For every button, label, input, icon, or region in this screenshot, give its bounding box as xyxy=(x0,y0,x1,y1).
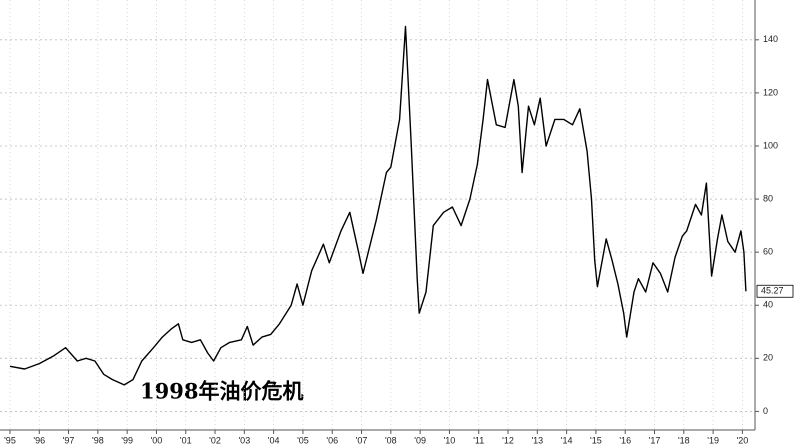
x-tick-label: '03 xyxy=(238,435,250,445)
x-tick-label: '17 xyxy=(649,435,661,445)
x-tick-label: '16 xyxy=(619,435,631,445)
x-tick-label: '12 xyxy=(502,435,514,445)
y-tick-label: 20 xyxy=(763,353,773,363)
y-tick-label: 140 xyxy=(763,34,778,44)
x-tick-label: '06 xyxy=(326,435,338,445)
y-tick-label: 100 xyxy=(763,140,778,150)
x-tick-label: '13 xyxy=(531,435,543,445)
y-tick-label: 0 xyxy=(763,406,768,416)
x-tick-label: '19 xyxy=(707,435,719,445)
x-tick-label: '96 xyxy=(33,435,45,445)
x-tick-label: '15 xyxy=(590,435,602,445)
y-tick-label: 120 xyxy=(763,87,778,97)
x-tick-label: '97 xyxy=(63,435,75,445)
last-value-label: 45.27 xyxy=(761,286,784,296)
y-tick-label: 60 xyxy=(763,247,773,257)
y-tick-label: 40 xyxy=(763,300,773,310)
x-tick-label: '20 xyxy=(737,435,749,445)
x-tick-label: '95 xyxy=(4,435,16,445)
x-tick-label: '11 xyxy=(473,435,484,445)
x-tick-label: '98 xyxy=(92,435,104,445)
price-line xyxy=(9,25,747,386)
x-tick-label: '18 xyxy=(678,435,690,445)
x-tick-label: '04 xyxy=(268,435,280,445)
last-value-box xyxy=(756,284,794,298)
x-tick-label: '01 xyxy=(180,435,192,445)
x-tick-label: '09 xyxy=(414,435,426,445)
x-tick-label: '14 xyxy=(561,435,573,445)
y-tick-label: 80 xyxy=(763,193,773,203)
x-tick-label: '10 xyxy=(444,435,456,445)
x-tick-label: '08 xyxy=(385,435,397,445)
x-tick-label: '05 xyxy=(297,435,309,445)
x-tick-label: '00 xyxy=(151,435,163,445)
annotation: 1998年油价危机 xyxy=(140,379,303,404)
x-tick-label: '02 xyxy=(209,435,221,445)
x-tick-label: '07 xyxy=(356,435,368,445)
x-tick-label: '99 xyxy=(121,435,133,445)
